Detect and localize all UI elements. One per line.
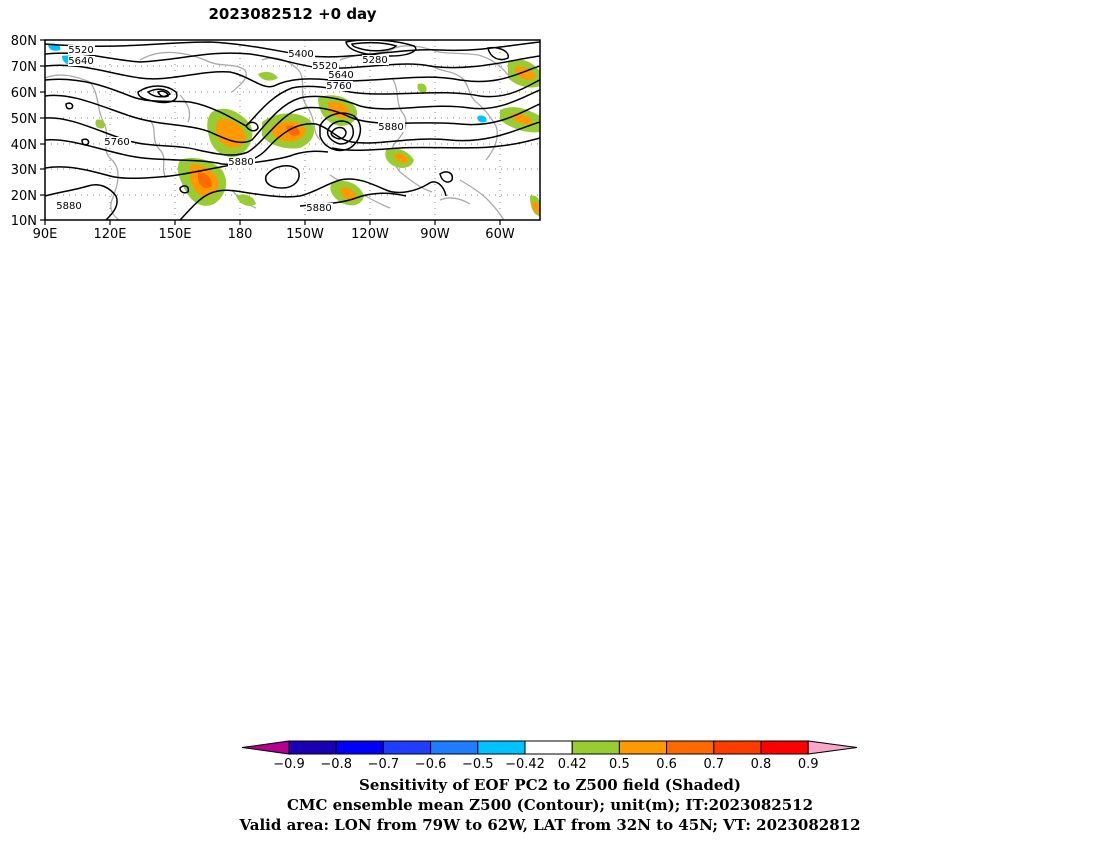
colorbar-tick-label: 0.8: [751, 757, 772, 772]
colorbar-segment: [760, 740, 809, 755]
colorbar-high-extend: [807, 740, 858, 755]
longitude-labels: 90E 120E 150E 180 150W 120W 90W 60W: [33, 227, 515, 242]
lon-label: 120E: [93, 227, 126, 242]
colorbar-low-extend: [241, 740, 290, 755]
map-title: 2023082512 +0 day: [208, 5, 377, 23]
colorbar-tick-label: 0.42: [558, 757, 587, 772]
colorbar-segment: [382, 740, 432, 755]
colorbar: −0.9 −0.8 −0.7 −0.6 −0.5 −0.42 0.42 0.5 0.6 0.7 0.…: [241, 740, 858, 772]
colorbar-tick-label: −0.8: [320, 757, 352, 772]
contour-label: 5880: [306, 203, 331, 214]
colorbar-segment: [666, 740, 715, 755]
latitude-labels: 80N 70N 60N 50N 40N 30N 20N 10N: [11, 34, 37, 229]
lon-label: 90W: [420, 227, 450, 242]
lat-label: 10N: [11, 214, 37, 229]
caption-valid-area: Valid area: LON from 79W to 62W, LAT fro…: [239, 816, 861, 834]
lat-label: 60N: [11, 86, 37, 101]
contour-label: 5880: [56, 201, 81, 212]
colorbar-tick-label: 0.5: [609, 757, 630, 772]
contour-label: 5640: [328, 70, 353, 81]
lon-label: 90E: [33, 227, 58, 242]
contour-label: 5760: [326, 81, 351, 92]
colorbar-tick-label: 0.9: [798, 757, 819, 772]
colorbar-tick-label: 0.7: [703, 757, 724, 772]
lat-label: 70N: [11, 60, 37, 75]
z500-contours: [45, 40, 540, 220]
colorbar-segment: [335, 740, 384, 755]
colorbar-segment: [288, 740, 337, 755]
lon-label: 60W: [485, 227, 515, 242]
contour-label: 5880: [228, 157, 253, 168]
lon-label: 120W: [351, 227, 389, 242]
contour-label: 5520: [312, 61, 337, 72]
lat-label: 50N: [11, 112, 37, 127]
caption-contour: CMC ensemble mean Z500 (Contour); unit(m…: [286, 796, 814, 814]
map-frame: [44, 39, 541, 221]
colorbar-tick-label: −0.7: [368, 757, 400, 772]
lat-label: 80N: [11, 34, 37, 49]
caption-shaded: Sensitivity of EOF PC2 to Z500 field (Sh…: [359, 776, 741, 794]
lat-label: 40N: [11, 138, 37, 153]
contour-label: 5760: [104, 137, 129, 148]
colorbar-segment: [477, 740, 526, 755]
colorbar-tick-label: −0.9: [273, 757, 305, 772]
lat-label: 30N: [11, 163, 37, 178]
map-panel: 5520564054005280552056405760576058805880…: [11, 34, 541, 242]
colorbar-segment: [713, 740, 762, 755]
contour-label: 5280: [362, 55, 387, 66]
lon-label: 180: [228, 227, 253, 242]
colorbar-tick-label: −0.5: [462, 757, 494, 772]
contour-labels: 5520564054005280552056405760576058805880…: [56, 45, 403, 214]
colorbar-tick-label: −0.42: [505, 757, 545, 772]
colorbar-segment: [524, 740, 573, 755]
axis-ticks: [40, 39, 501, 225]
contour-label: 5400: [288, 49, 313, 60]
contour-label: 5640: [68, 56, 93, 67]
colorbar-segment: [618, 740, 668, 755]
colorbar-tick-label: −0.6: [415, 757, 447, 772]
colorbar-segment: [430, 740, 479, 755]
lon-label: 150W: [286, 227, 324, 242]
contour-label: 5520: [68, 45, 93, 56]
sensitivity-shading: [48, 43, 540, 216]
colorbar-segment: [571, 740, 620, 755]
lat-label: 20N: [11, 189, 37, 204]
colorbar-tick-label: 0.6: [656, 757, 677, 772]
contour-label: 5880: [378, 122, 403, 133]
lon-label: 150E: [158, 227, 191, 242]
